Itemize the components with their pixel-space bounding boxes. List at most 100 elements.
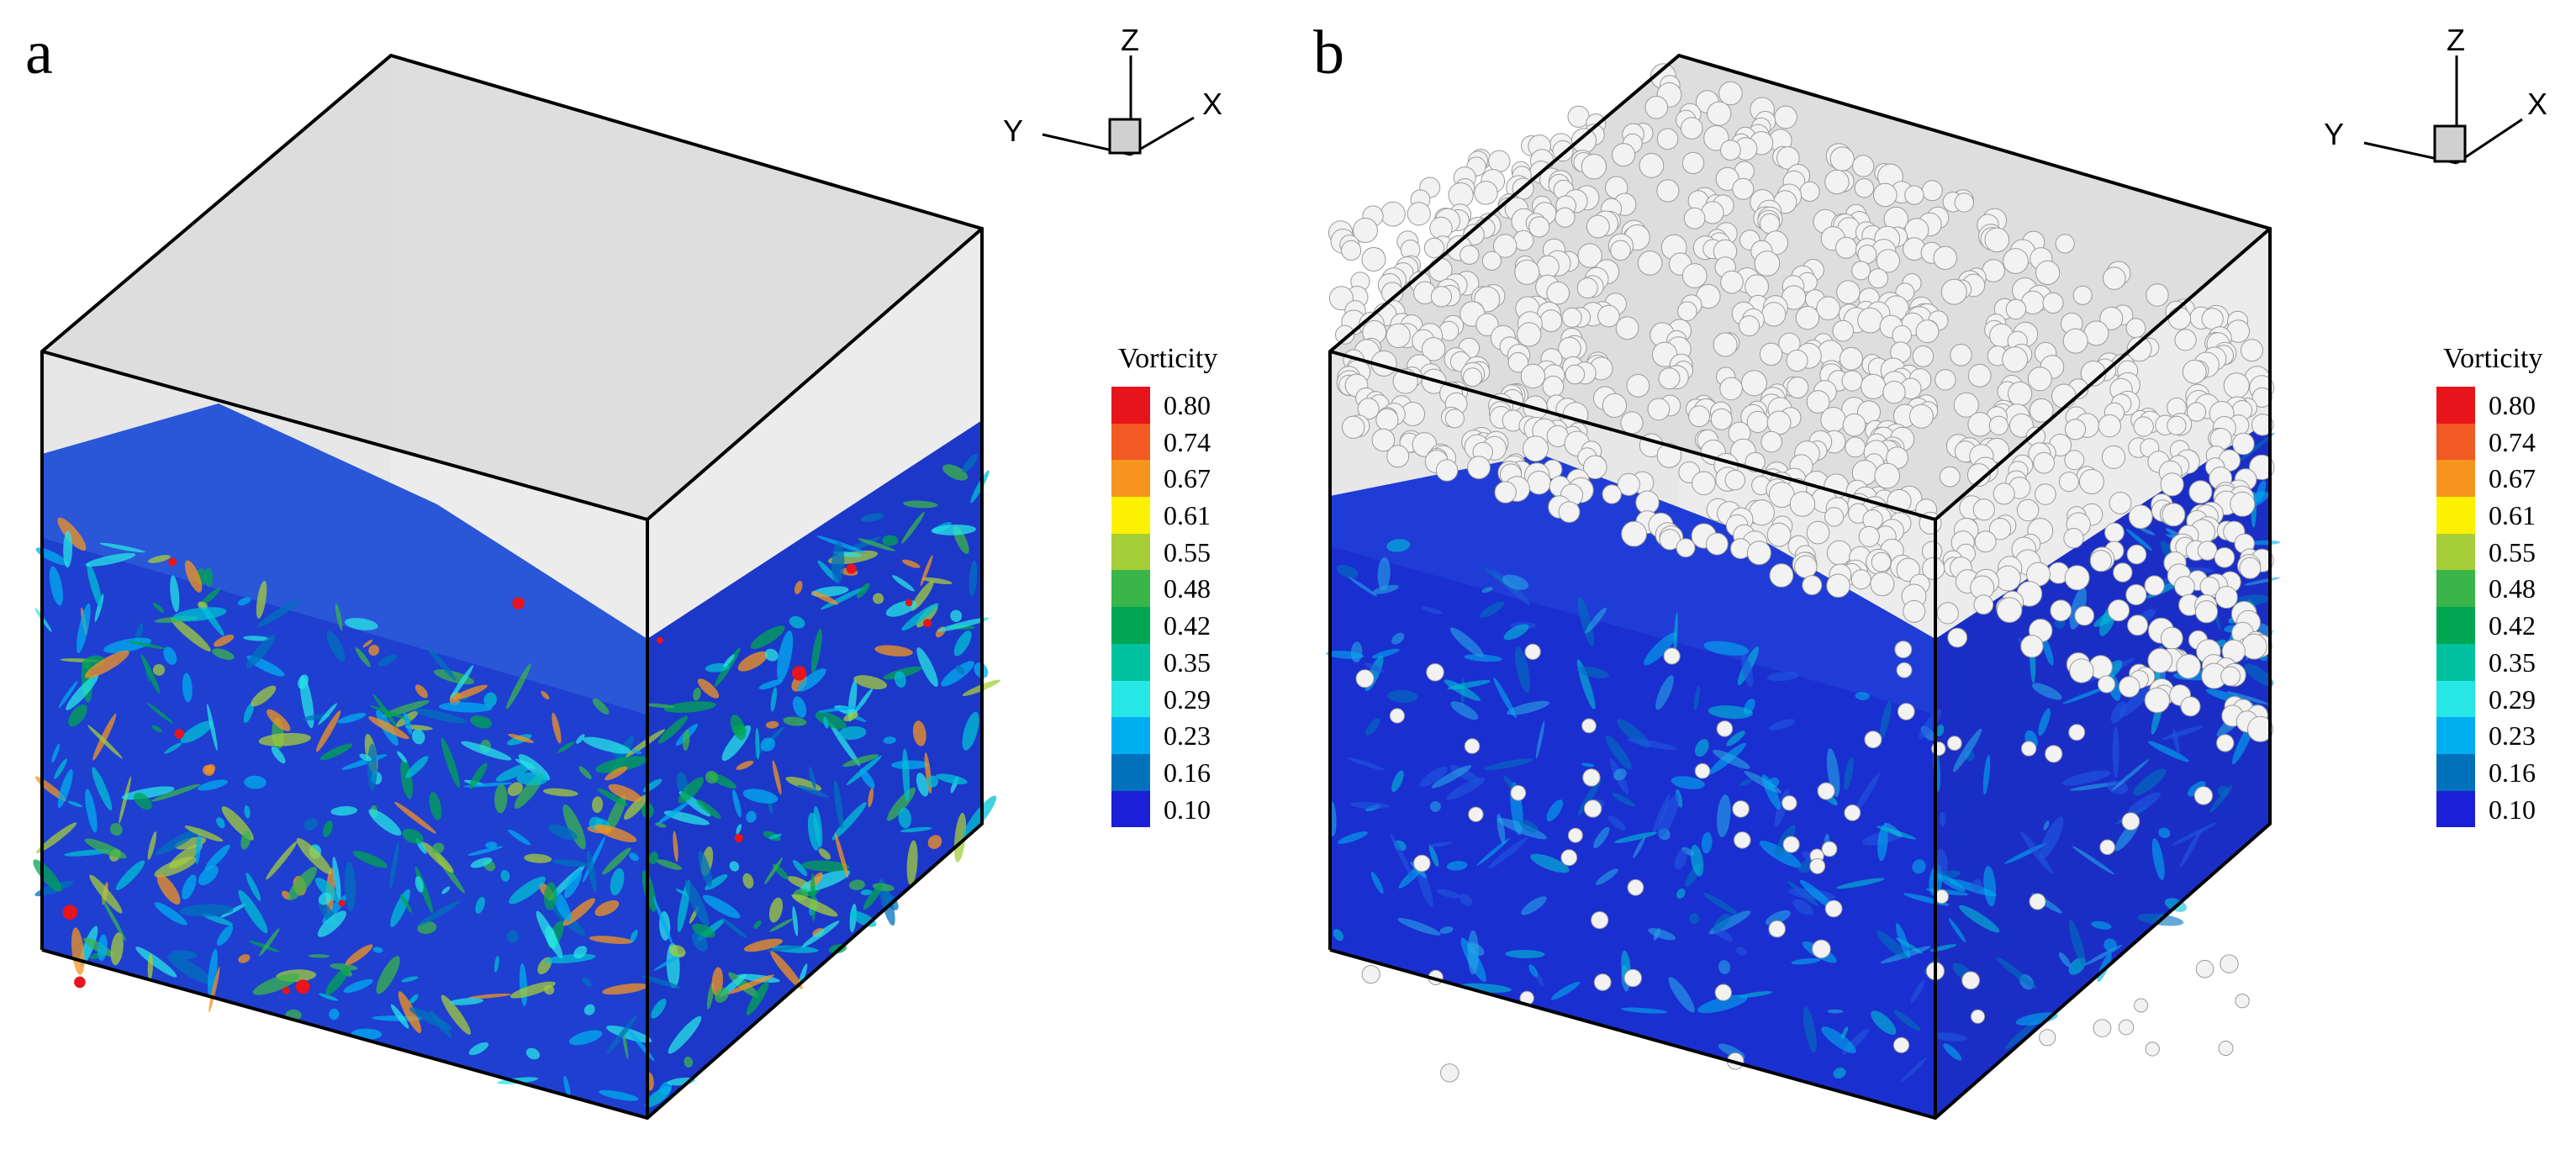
vorticity-streak [669,945,686,957]
particle-sphere [1681,151,1705,175]
particle-sphere [1841,370,1863,392]
box-frame [1328,53,2272,1121]
vorticity-streak [1449,627,1484,657]
vorticity-streak [1479,601,1505,619]
vorticity-streak [629,852,639,862]
vorticity-streak [1726,730,1745,746]
vorticity-streak [1593,826,1610,849]
vorticity-streak [209,967,220,1013]
vorticity-streak [801,920,840,947]
particle-sphere [2050,599,2072,622]
vorticity-streak [1767,777,1780,788]
vorticity-hotspot [282,986,290,994]
vorticity-streak [243,636,270,641]
vorticity-streak [729,861,740,872]
vorticity-streak [87,562,103,609]
vorticity-streak [180,720,213,744]
particle-sphere [1868,268,1888,289]
particle-sphere [1565,364,1586,385]
vorticity-streak [359,753,372,762]
vorticity-streak [1333,929,1343,941]
vorticity-streak [883,736,896,744]
particle-sphere [1754,251,1781,277]
particle-sphere [1494,481,1517,504]
particle-sphere [1681,263,1708,288]
vorticity-streak [921,577,953,585]
vorticity-streak [589,936,634,944]
particle-sphere [1561,307,1582,328]
vorticity-streak [927,835,942,850]
vorticity-streak [127,641,166,649]
vorticity-streak [1982,754,1991,795]
legend-color-swatch [1111,790,1150,828]
vorticity-streak [746,810,757,823]
vorticity-streak [742,873,754,889]
vorticity-hotspot [656,636,663,644]
vorticity-streak [1459,894,1473,906]
particle-sphere [1386,323,1411,348]
particle-sphere [1514,259,1540,285]
vorticity-streak [461,741,512,761]
vorticity-streak [760,737,776,752]
particle-sphere [1950,344,1972,367]
vorticity-streak [953,812,967,862]
vorticity-streak [2147,741,2189,762]
particle-sphere [1507,351,1528,373]
vorticity-streak [1419,766,1449,788]
vorticity-streak [1895,923,1911,958]
vorticity-streak [332,857,341,899]
vorticity-streak [1765,910,1791,926]
particle-sphere [1894,641,1913,659]
particle-sphere [2125,318,2146,339]
vorticity-streak [237,597,251,606]
legend-color-swatch [1111,423,1150,461]
particle-sphere [1355,669,1375,688]
particle-sphere [1799,181,1820,202]
vorticity-streak [101,896,126,941]
panel-letter: a [25,18,53,87]
legend-color-swatch [1111,387,1150,424]
vorticity-streak [906,840,918,886]
vorticity-streak [950,609,963,622]
panel-a: a [25,18,1222,1121]
vorticity-streak [942,464,969,481]
axis-y-label: Y [2324,117,2344,151]
particle-sphere [1732,800,1750,818]
particle-sphere [2068,724,2086,741]
vorticity-streak [797,784,829,798]
vorticity-streak [1877,824,1888,862]
vorticity-streak [164,742,182,754]
vorticity-streak [198,865,219,886]
vorticity-streak [1484,758,1534,771]
legend-level: 0.55 [2489,536,2536,567]
vorticity-streak [1718,960,1731,974]
particle-sphere [1637,251,1663,276]
vorticity-streak [582,836,605,883]
legend-color-swatch [2436,460,2475,498]
vorticity-streak [147,953,153,981]
vorticity-streak [369,705,413,722]
vorticity-streak [606,1026,652,1043]
vorticity-streak [953,630,972,657]
vorticity-streak [901,559,921,568]
particle-sphere [2002,346,2028,372]
vorticity-streak [811,591,839,605]
vorticity-streak [68,704,87,727]
vorticity-streak [184,560,203,593]
vorticity-streak [182,874,197,900]
vorticity-streak [777,630,794,683]
particle-sphere [2251,414,2274,436]
vorticity-streak [298,674,309,689]
vorticity-streak [595,756,648,773]
vorticity-streak [2015,1012,2058,1026]
particle-sphere [1644,96,1669,119]
vorticity-streak [809,767,816,789]
vorticity-streak [1877,930,1908,960]
vorticity-streak [441,994,472,1035]
vorticity-streak [583,1004,595,1015]
vorticity-streak [368,644,380,657]
vorticity-streak [390,1004,409,1029]
particle-sphere [1713,332,1738,357]
vorticity-streak [682,729,690,752]
particle-sphere [2162,503,2186,527]
